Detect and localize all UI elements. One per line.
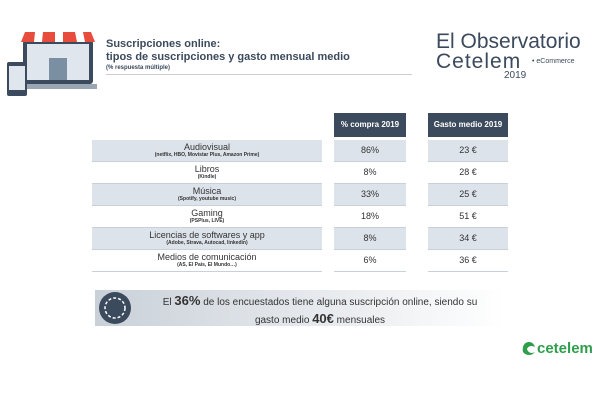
brand-line2: Cetelem bbox=[436, 50, 522, 73]
label-cell: Medios de comunicación (AS, El País, El M… bbox=[92, 250, 322, 272]
value-cell: 18% bbox=[334, 206, 406, 228]
column-header: % compra 2019 bbox=[334, 113, 406, 137]
logo: cetelem bbox=[537, 340, 593, 357]
cell-text: 36 € bbox=[459, 254, 477, 265]
rule bbox=[106, 74, 412, 75]
cell-text: 6% bbox=[363, 254, 377, 265]
value-cell: 34 € bbox=[428, 228, 508, 250]
note: (% respuesta múltiple) bbox=[106, 65, 171, 71]
highlight: 36% bbox=[174, 293, 201, 308]
label-cell: Gaming (PSPlus, LIVE) bbox=[92, 206, 322, 228]
value-cell: 23 € bbox=[428, 140, 508, 162]
brand-line1: El Observatorio bbox=[436, 30, 581, 53]
label-detail: (PSPlus, LIVE) bbox=[189, 217, 225, 224]
callout-band bbox=[95, 290, 505, 326]
text: de los encuestados tiene alguna suscripc… bbox=[200, 297, 478, 308]
cell-text: 51 € bbox=[459, 210, 477, 221]
cell-text: Música bbox=[192, 186, 222, 197]
logo-icon bbox=[522, 342, 535, 355]
callout-text: El 36% de los encuestados tiene alguna s… bbox=[140, 293, 500, 329]
value-cell: 8% bbox=[334, 228, 406, 250]
brand-tag: • eCommerce bbox=[532, 58, 575, 65]
text: El bbox=[162, 297, 175, 308]
cell-text: 25 € bbox=[459, 188, 477, 199]
column-header: Gasto medio 2019 bbox=[428, 113, 508, 137]
cell-text: 86% bbox=[360, 144, 379, 155]
value-cell: 6% bbox=[334, 250, 406, 272]
cell-text: 28 € bbox=[459, 166, 477, 177]
cell-text: 8% bbox=[363, 232, 377, 243]
cell-text: 34 € bbox=[459, 232, 477, 243]
value-cell: 25 € bbox=[428, 184, 508, 206]
cell-text: 23 € bbox=[459, 144, 477, 155]
cell-text: Libros bbox=[194, 164, 220, 175]
label-detail: (Kindle) bbox=[197, 173, 217, 180]
cell-text: 33% bbox=[360, 188, 379, 199]
brand-year: 2019 bbox=[504, 70, 527, 81]
text: gasto medio bbox=[254, 315, 313, 326]
value-cell: 33% bbox=[334, 184, 406, 206]
cell-text: Audiovisual bbox=[183, 142, 231, 153]
highlight: 40€ bbox=[312, 311, 334, 326]
label-cell: Licencias de softwares y app (Adobe, Stra… bbox=[92, 228, 322, 250]
shop-icon bbox=[7, 32, 97, 96]
subtitle: tipos de suscripciones y gasto mensual m… bbox=[106, 51, 350, 63]
cell-text: Licencias de softwares y app bbox=[149, 230, 265, 241]
label-cell: Libros (Kindle) bbox=[92, 162, 322, 184]
label-cell: Música (Spotify, youtube music) bbox=[92, 184, 322, 206]
value-cell: 36 € bbox=[428, 250, 508, 272]
value-cell: 86% bbox=[334, 140, 406, 162]
value-cell: 28 € bbox=[428, 162, 508, 184]
label-detail: (netflix, HBO, Movistar Plus, Amazon Pri… bbox=[154, 151, 260, 158]
callout-icon bbox=[99, 292, 131, 324]
title: Suscripciones online: bbox=[106, 38, 221, 50]
label-detail: (Adobe, Strava, Autocad, linkedin) bbox=[166, 239, 248, 246]
cell-text: 8% bbox=[363, 166, 377, 177]
label-detail: (AS, El País, El Mundo…) bbox=[177, 261, 237, 268]
cell-text: 18% bbox=[360, 210, 379, 221]
cell-text: Gaming bbox=[191, 208, 223, 219]
label-cell: Audiovisual (netflix, HBO, Movistar Plus,… bbox=[92, 140, 322, 162]
label-detail: (Spotify, youtube music) bbox=[178, 195, 236, 202]
cell-text: Medios de comunicación bbox=[157, 252, 257, 263]
value-cell: 51 € bbox=[428, 206, 508, 228]
value-cell: 8% bbox=[334, 162, 406, 184]
text: mensuales bbox=[333, 315, 386, 326]
